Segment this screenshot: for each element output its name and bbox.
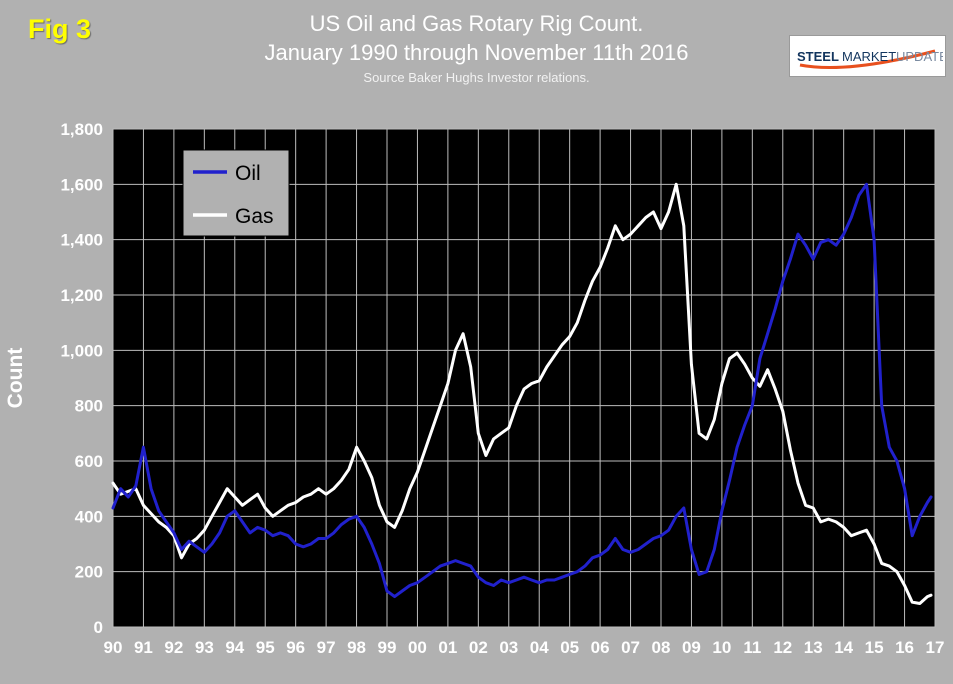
x-tick-label: 13	[804, 638, 823, 657]
logo-text-update: UPDATE	[896, 49, 943, 64]
x-tick-label: 15	[865, 638, 884, 657]
y-tick-label: 600	[75, 452, 103, 471]
x-tick-label: 91	[134, 638, 153, 657]
x-tick-label: 09	[682, 638, 701, 657]
y-tick-label: 400	[75, 507, 103, 526]
y-tick-label: 1,200	[60, 286, 103, 305]
x-tick-label: 17	[926, 638, 945, 657]
x-tick-label: 95	[256, 638, 275, 657]
x-tick-label: 04	[530, 638, 549, 657]
y-tick-label: 1,600	[60, 175, 103, 194]
x-tick-label: 07	[621, 638, 640, 657]
x-tick-label: 99	[378, 638, 397, 657]
x-tick-label: 00	[408, 638, 427, 657]
x-tick-label: 93	[195, 638, 214, 657]
legend-oil-label: Oil	[235, 162, 261, 185]
logo-swoosh-icon	[799, 49, 936, 69]
x-tick-label: 02	[469, 638, 488, 657]
x-tick-label: 11	[743, 638, 761, 657]
smu-logo: STEEL MARKET UPDATE	[790, 36, 945, 76]
logo-text-market: MARKET	[842, 49, 896, 64]
x-tick-label: 06	[591, 638, 610, 657]
y-tick-label: 800	[75, 397, 103, 416]
y-axis-title: Count	[4, 348, 27, 409]
y-tick-label: 1,400	[60, 231, 103, 250]
x-tick-label: 03	[499, 638, 518, 657]
x-tick-label: 92	[164, 638, 183, 657]
x-tick-label: 96	[286, 638, 305, 657]
oil-line	[111, 182, 933, 599]
source-note: Source Baker Hughs Investor relations.	[363, 70, 590, 86]
x-tick-label: 08	[652, 638, 671, 657]
x-tick-label: 05	[560, 638, 579, 657]
x-tick-label: 14	[834, 638, 853, 657]
plot-border	[112, 128, 936, 628]
legend-box	[182, 149, 290, 237]
legend-gas-label: Gas	[235, 205, 274, 228]
x-tick-label: 94	[225, 638, 244, 657]
chart-title: US Oil and Gas Rotary Rig Count.	[309, 11, 644, 36]
x-tick-label: 12	[773, 638, 792, 657]
x-tick-label: 16	[895, 638, 914, 657]
logo-text-steel: STEEL	[797, 49, 839, 64]
x-tick-label: 90	[104, 638, 123, 657]
y-tick-label: 1,000	[60, 341, 103, 360]
header: US Oil and Gas Rotary Rig Count. January…	[0, 10, 953, 85]
x-tick-label: 01	[438, 638, 457, 657]
rig-count-chart: 02004006008001,0001,2001,4001,6001,80090…	[4, 120, 945, 657]
y-tick-label: 1,800	[60, 120, 103, 139]
x-tick-label: 97	[317, 638, 336, 657]
y-tick-label: 0	[94, 618, 103, 637]
smu-logo-graphic: STEEL MARKET UPDATE	[797, 49, 943, 69]
figure-label: Fig 3	[28, 14, 92, 44]
x-tick-label: 98	[347, 638, 366, 657]
gas-line	[111, 182, 933, 605]
chart-subtitle: January 1990 through November 11th 2016	[264, 39, 689, 65]
x-tick-label: 10	[712, 638, 731, 657]
y-tick-label: 200	[75, 563, 103, 582]
